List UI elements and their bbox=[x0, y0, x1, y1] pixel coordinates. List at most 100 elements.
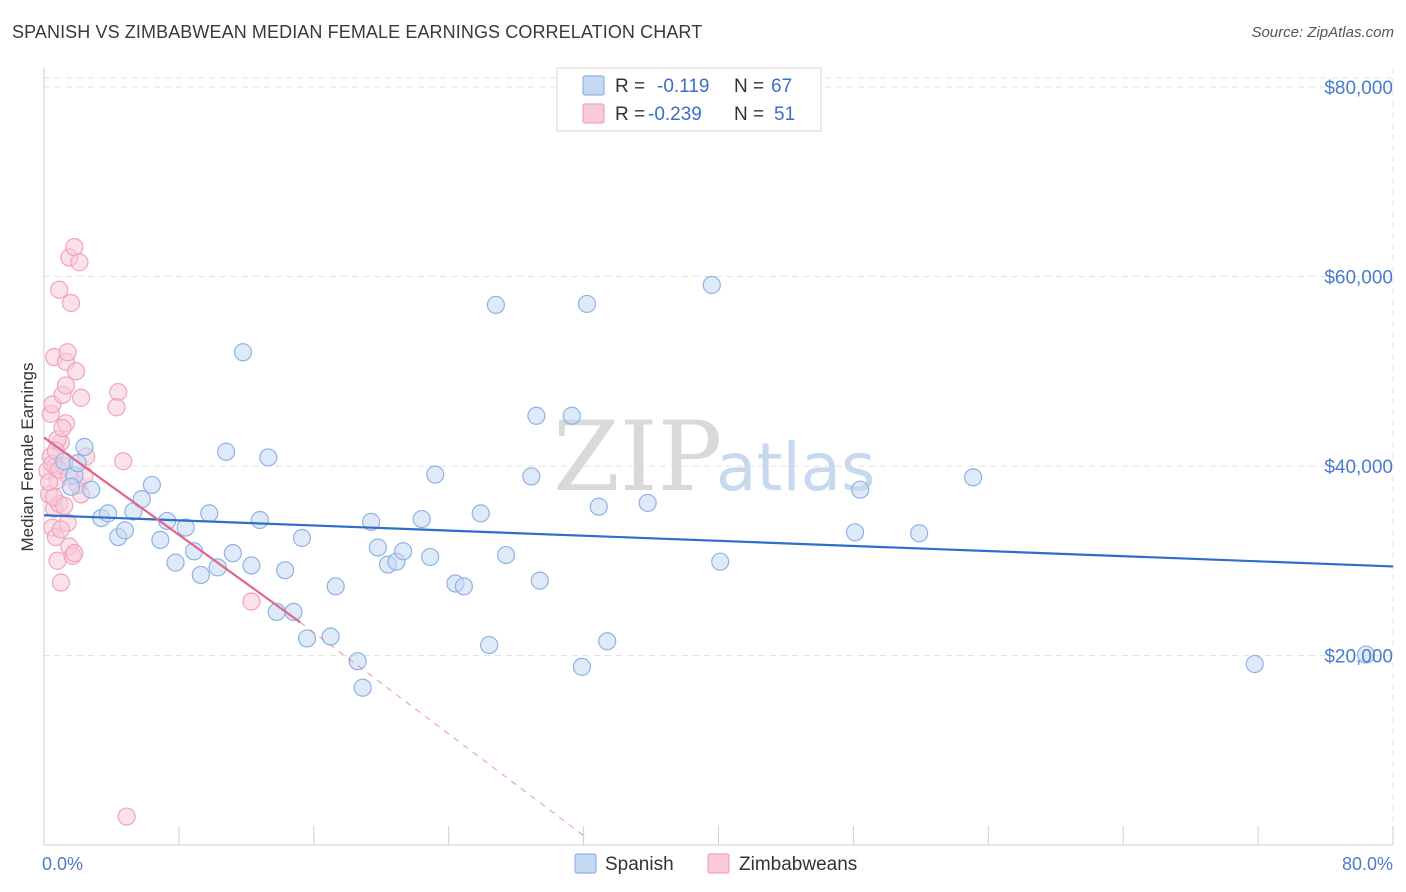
legend-r-label-spanish: R = bbox=[615, 76, 645, 97]
spanish-point-56 bbox=[638, 493, 657, 513]
spanish-point-54 bbox=[589, 497, 608, 516]
spanish-point-24 bbox=[259, 448, 278, 467]
zimbabweans-point-20 bbox=[56, 376, 76, 395]
zimbabweans-trend-extension bbox=[300, 621, 584, 836]
spanish-point-26 bbox=[276, 561, 295, 580]
bottom-legend-swatch-zimbabweans bbox=[707, 853, 730, 874]
spanish-point-61 bbox=[910, 524, 929, 543]
spanish-point-34 bbox=[362, 512, 381, 531]
spanish-point-13 bbox=[166, 553, 185, 572]
spanish-point-33 bbox=[353, 678, 372, 697]
zimbabweans-point-29 bbox=[66, 362, 86, 381]
legend-swatch-zimbabweans bbox=[582, 103, 605, 124]
spanish-point-40 bbox=[421, 547, 440, 567]
spanish-point-50 bbox=[530, 571, 549, 590]
spanish-point-64 bbox=[1356, 645, 1376, 664]
zimbabweans-point-40 bbox=[117, 807, 136, 826]
spanish-point-65 bbox=[61, 477, 81, 496]
legend-r-label-zimbabweans: R = bbox=[615, 104, 645, 125]
legend-n-value-zimbabweans: 51 bbox=[774, 104, 795, 125]
spanish-point-60 bbox=[851, 480, 870, 499]
legend-n-value-spanish: 67 bbox=[771, 76, 792, 97]
zimbabweans-point-28 bbox=[65, 544, 84, 563]
legend-n-label-spanish: N = bbox=[734, 76, 764, 97]
spanish-point-31 bbox=[326, 577, 345, 596]
spanish-point-11 bbox=[151, 530, 170, 549]
spanish-point-22 bbox=[242, 556, 261, 575]
y-tick-labels: $20,000 $40,000 $60,000 $80,000 bbox=[1324, 78, 1393, 668]
zimbabweans-point-31 bbox=[70, 253, 89, 272]
zimbabweans-points bbox=[38, 237, 261, 826]
zimbabweans-point-36 bbox=[109, 382, 128, 402]
chart-source: Source: ZipAtlas.com bbox=[1251, 24, 1394, 41]
bottom-legend-swatch-spanish bbox=[574, 853, 597, 874]
spanish-point-47 bbox=[496, 545, 516, 565]
zimbabweans-point-14 bbox=[50, 280, 69, 299]
spanish-point-19 bbox=[217, 442, 236, 461]
spanish-point-41 bbox=[426, 465, 445, 484]
zimbabweans-point-47 bbox=[55, 496, 74, 515]
zimbabweans-point-24 bbox=[61, 293, 81, 313]
spanish-point-2 bbox=[75, 437, 94, 457]
zimbabweans-point-6 bbox=[48, 551, 67, 570]
zimbabweans-point-21 bbox=[58, 343, 77, 362]
trend-lines bbox=[43, 436, 1394, 836]
y-axis-label: Median Female Earnings bbox=[18, 363, 37, 552]
spanish-point-30 bbox=[321, 627, 340, 646]
spanish-point-43 bbox=[454, 577, 473, 596]
spanish-point-10 bbox=[142, 475, 162, 495]
zimbabweans-point-15 bbox=[51, 573, 70, 592]
spanish-point-51 bbox=[562, 406, 581, 425]
legend-r-value-zimbabweans: -0.239 bbox=[648, 104, 702, 125]
zimbabweans-point-37 bbox=[107, 398, 126, 417]
watermark-atlas: atlas bbox=[716, 429, 876, 506]
spanish-point-5 bbox=[98, 504, 118, 523]
spanish-point-38 bbox=[394, 542, 413, 561]
legend-r-value-spanish: -0.119 bbox=[657, 76, 709, 97]
zimbabweans-point-46 bbox=[53, 418, 72, 438]
spanish-point-20 bbox=[223, 544, 242, 563]
legend-n-label-zimbabweans: N = bbox=[734, 104, 764, 125]
spanish-point-28 bbox=[292, 528, 312, 548]
spanish-point-18 bbox=[208, 558, 227, 577]
watermark: ZIP atlas bbox=[553, 401, 876, 513]
bottom-legend-label-zimbabweans: Zimbabweans bbox=[739, 854, 857, 875]
zimbabweans-point-32 bbox=[71, 388, 91, 407]
chart-title: SPANISH VS ZIMBABWEAN MEDIAN FEMALE EARN… bbox=[12, 22, 703, 42]
spanish-point-23 bbox=[250, 510, 269, 530]
spanish-point-52 bbox=[572, 657, 592, 676]
spanish-point-49 bbox=[527, 406, 546, 425]
spanish-point-35 bbox=[368, 538, 387, 557]
spanish-point-45 bbox=[480, 635, 499, 655]
zimbabweans-trend-line bbox=[43, 436, 301, 624]
spanish-point-32 bbox=[348, 652, 367, 671]
spanish-point-17 bbox=[200, 504, 219, 523]
zimbabweans-point-39 bbox=[242, 592, 261, 611]
y-tick-label-3: $80,000 bbox=[1324, 78, 1393, 99]
zimbabweans-point-38 bbox=[114, 452, 133, 471]
spanish-point-55 bbox=[598, 632, 617, 651]
x-tick-label-min: 0.0% bbox=[42, 854, 83, 874]
spanish-point-14 bbox=[176, 518, 195, 537]
watermark-zip: ZIP bbox=[553, 401, 722, 513]
bottom-legend-label-spanish: Spanish bbox=[605, 854, 674, 875]
spanish-point-62 bbox=[964, 468, 983, 487]
spanish-point-58 bbox=[711, 552, 730, 571]
zimbabweans-point-49 bbox=[51, 520, 70, 539]
y-tick-label-1: $40,000 bbox=[1324, 457, 1393, 478]
x-tick-label-max: 80.0% bbox=[1342, 854, 1393, 874]
legend-box: R = -0.119 N = 67 R = -0.239 N = 51 bbox=[556, 67, 822, 132]
spanish-point-63 bbox=[1245, 654, 1264, 674]
zimbabweans-point-27 bbox=[65, 237, 84, 257]
spanish-point-3 bbox=[82, 480, 101, 499]
spanish-point-21 bbox=[233, 343, 253, 362]
spanish-point-48 bbox=[522, 467, 541, 486]
spanish-points bbox=[55, 275, 1376, 697]
spanish-point-29 bbox=[297, 629, 317, 648]
spanish-point-16 bbox=[191, 565, 210, 585]
spanish-point-46 bbox=[486, 295, 506, 314]
y-tick-label-0: $20,000 bbox=[1324, 646, 1393, 667]
spanish-point-53 bbox=[577, 294, 597, 314]
legend-swatch-spanish bbox=[582, 75, 605, 96]
